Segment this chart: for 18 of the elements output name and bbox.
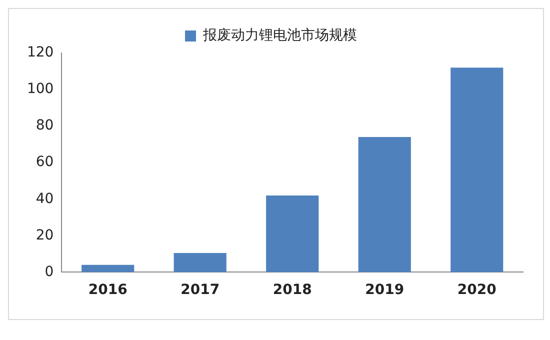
bar	[358, 137, 411, 272]
y-tick-label: 20	[36, 227, 54, 244]
x-tick-label: 2016	[88, 282, 128, 298]
y-tick-label: 40	[36, 190, 54, 207]
y-tick-label: 60	[36, 154, 54, 170]
y-tick-label: 100	[26, 81, 54, 98]
x-tick-label: 2020	[457, 282, 497, 298]
y-tick-label: 80	[36, 118, 54, 134]
bar	[82, 264, 134, 272]
bar	[174, 253, 226, 272]
y-tick-label: 0	[44, 264, 54, 280]
x-tick-label: 2019	[365, 282, 404, 298]
y-tick-label: 120	[26, 44, 54, 61]
bar	[450, 68, 504, 272]
bar	[266, 195, 319, 272]
legend-label: 报废动力锂电池市场规模	[202, 28, 357, 44]
x-tick-label: 2017	[180, 282, 220, 298]
x-tick-label: 2018	[272, 282, 312, 298]
